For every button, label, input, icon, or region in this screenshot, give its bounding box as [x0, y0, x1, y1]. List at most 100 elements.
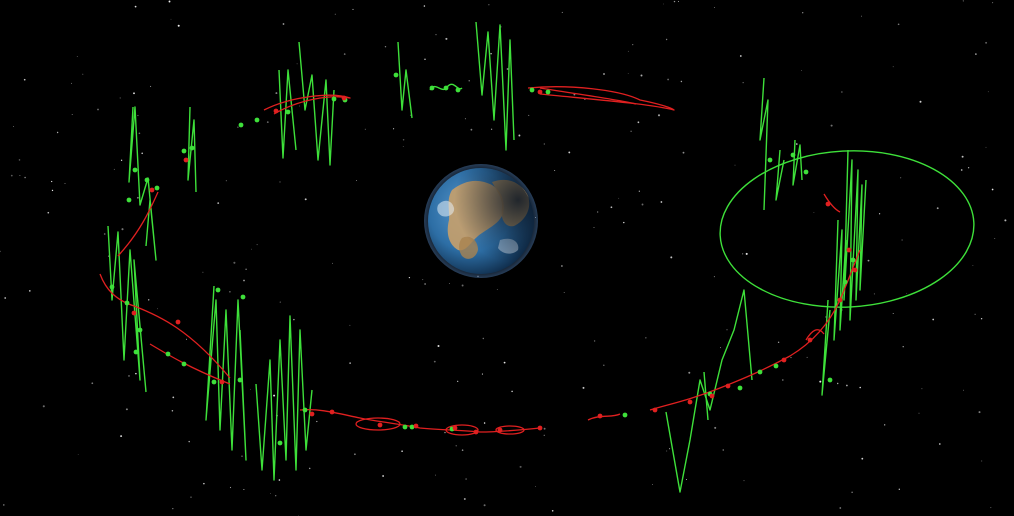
star [795, 143, 798, 145]
green-track [703, 371, 709, 421]
star [393, 128, 395, 130]
star [42, 405, 45, 408]
star [190, 496, 192, 498]
red-satellite-marker [725, 383, 731, 389]
star [483, 504, 486, 507]
green-satellite-marker [165, 351, 171, 357]
star [266, 121, 269, 123]
star [481, 373, 483, 375]
green-satellite-marker [757, 369, 763, 375]
red-track [117, 191, 159, 257]
star [461, 449, 464, 451]
star [867, 259, 870, 262]
star [918, 412, 920, 414]
star [878, 213, 881, 215]
red-satellite-marker [709, 393, 715, 399]
star [535, 486, 536, 488]
star [561, 265, 563, 267]
red-satellite-marker [846, 247, 852, 253]
star [354, 453, 356, 456]
star [488, 4, 490, 6]
star [308, 467, 311, 470]
star [543, 434, 545, 436]
star [408, 276, 411, 279]
red-satellite-marker [497, 427, 503, 433]
star [343, 53, 346, 55]
star [76, 56, 78, 57]
green-track [278, 69, 297, 159]
star [332, 262, 333, 264]
green-track [792, 139, 803, 186]
star [802, 12, 804, 14]
star [678, 1, 679, 2]
green-satellite-marker [144, 177, 150, 183]
star [938, 443, 941, 445]
red-satellite-marker [329, 409, 335, 415]
star [859, 386, 861, 389]
green-satellite-marker [529, 87, 535, 93]
star [243, 279, 245, 282]
star [902, 346, 904, 348]
star [568, 151, 571, 154]
star [490, 128, 493, 130]
star [251, 248, 252, 250]
star [237, 126, 239, 128]
star [461, 284, 464, 287]
star [293, 318, 295, 321]
green-satellite-marker [154, 185, 160, 191]
star [464, 118, 466, 120]
red-satellite-marker [341, 95, 347, 101]
star [975, 53, 977, 55]
star [203, 482, 205, 485]
earth-night-side [428, 168, 534, 274]
star [627, 73, 629, 74]
star [304, 198, 307, 201]
star [202, 271, 204, 273]
green-satellite-marker [215, 287, 221, 293]
red-satellite-marker [837, 297, 843, 303]
red-satellite-marker [377, 422, 383, 428]
red-satellite-marker [597, 413, 603, 419]
star [743, 480, 745, 482]
star [279, 181, 281, 183]
star [270, 493, 271, 494]
red-satellite-marker [175, 319, 181, 325]
red-satellite-marker [537, 89, 543, 95]
star [985, 41, 988, 44]
green-track [775, 149, 785, 201]
star [974, 313, 976, 315]
star [82, 73, 84, 75]
green-satellite-marker [737, 385, 743, 391]
star [103, 233, 106, 235]
green-satellite-marker [842, 279, 848, 285]
star [846, 384, 848, 387]
star [623, 221, 625, 224]
star [97, 108, 99, 111]
star [641, 203, 644, 206]
star [172, 507, 174, 510]
star [51, 189, 54, 192]
star [742, 82, 744, 84]
star [610, 206, 613, 209]
star [688, 371, 691, 374]
star [136, 196, 139, 199]
star [978, 411, 981, 414]
red-satellite-marker [413, 423, 419, 429]
star [64, 182, 66, 185]
star [279, 301, 281, 303]
star [660, 201, 663, 203]
green-satellite-marker [773, 363, 779, 369]
star [150, 85, 152, 87]
star [334, 13, 336, 15]
red-loop [445, 424, 479, 436]
green-satellite-marker [393, 72, 399, 78]
star [463, 498, 466, 500]
red-satellite-marker [825, 201, 831, 207]
star [278, 479, 281, 481]
star [836, 382, 839, 385]
star [801, 70, 803, 71]
green-satellite-marker [126, 197, 132, 203]
star [972, 265, 974, 266]
star [897, 23, 900, 26]
